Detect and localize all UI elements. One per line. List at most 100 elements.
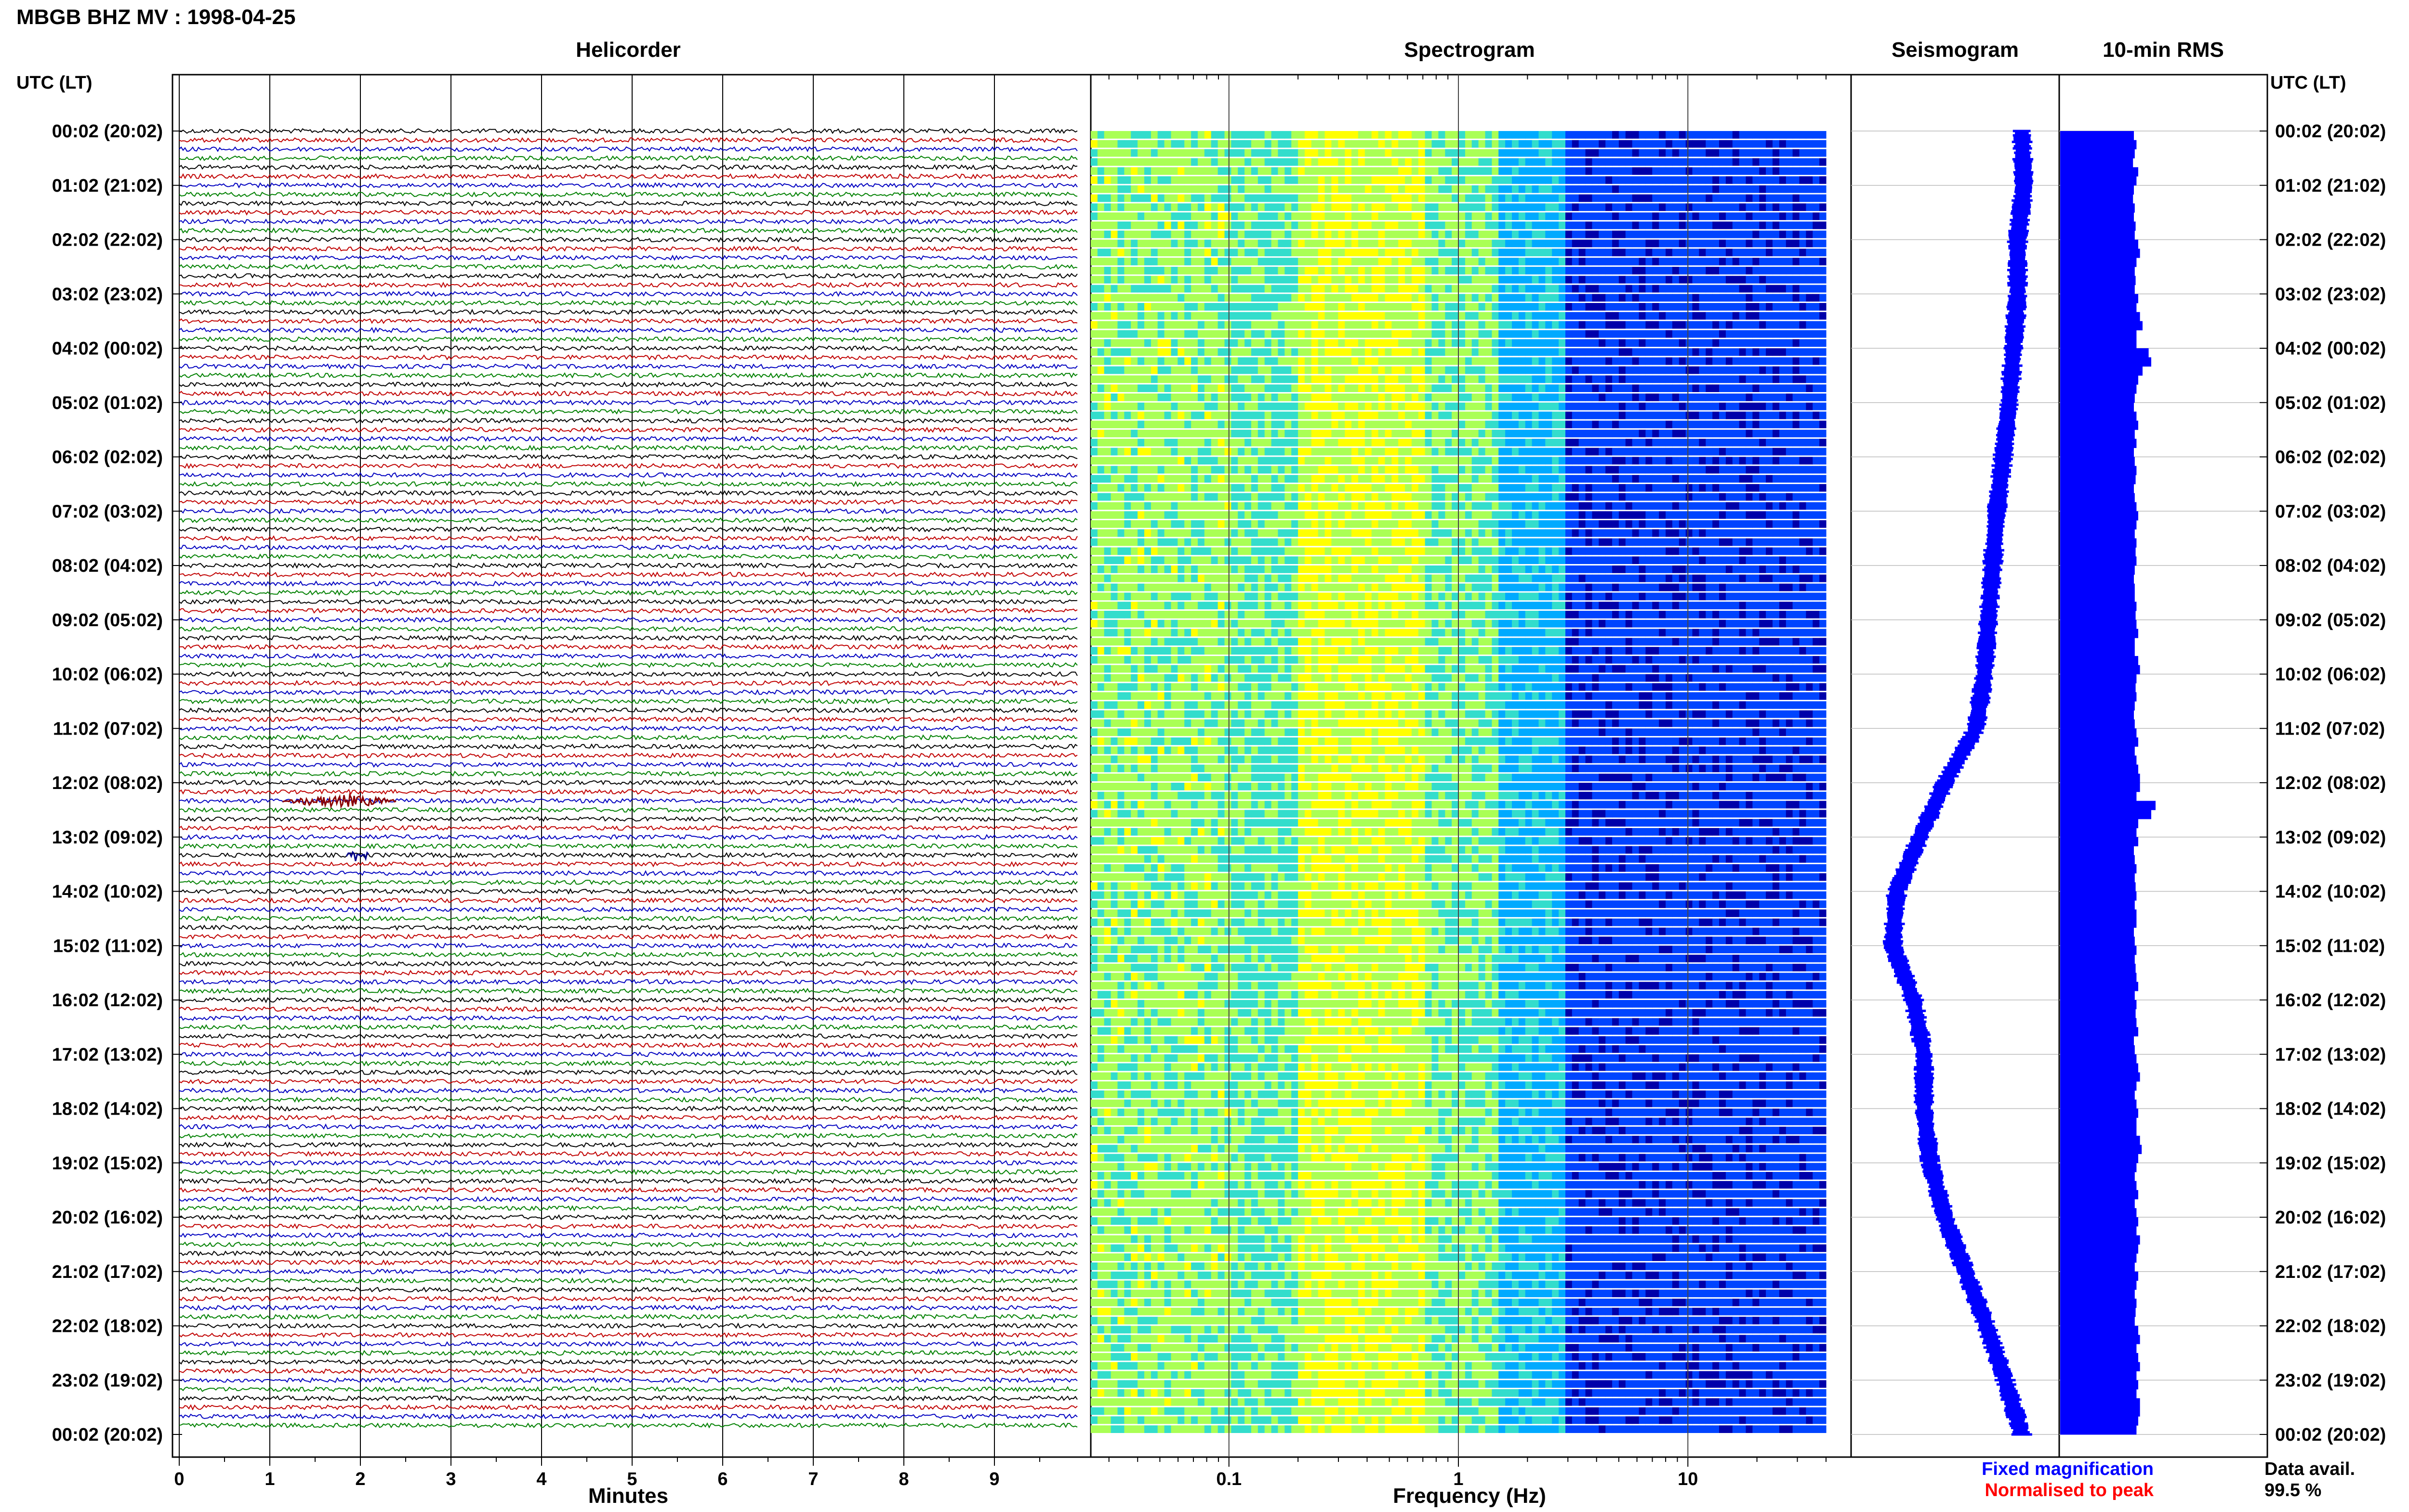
spectrogram-cell: [1458, 457, 1466, 465]
spectrogram-cell: [1465, 176, 1472, 184]
spectrogram-cell: [1605, 258, 1613, 265]
spectrogram-cell: [1318, 158, 1325, 166]
spectrogram-cell: [1131, 266, 1138, 275]
spectrogram-cell: [1532, 384, 1539, 392]
spectrogram-cell: [1719, 149, 1726, 157]
helicorder-trace: [179, 815, 1078, 822]
spectrogram-cell: [1211, 511, 1218, 519]
spectrogram-cell: [1471, 140, 1479, 148]
spectrogram-cell: [1592, 212, 1599, 220]
spectrogram-cell: [1545, 493, 1552, 501]
spectrogram-cell: [1398, 339, 1405, 347]
spectrogram-cell: [1338, 484, 1345, 492]
spectrogram-cell: [1719, 321, 1726, 329]
spectrogram-cell: [1144, 384, 1152, 392]
spectrogram-cell: [1338, 430, 1345, 437]
spectrogram-cell: [1799, 185, 1806, 193]
spectrogram-cell: [1438, 185, 1445, 193]
spectrogram-cell: [1525, 466, 1533, 474]
spectrogram-cell: [1786, 493, 1793, 501]
spectrogram-cell: [1425, 493, 1432, 501]
spectrogram-cell: [1706, 140, 1713, 148]
spectrogram-cell: [1204, 411, 1212, 420]
spectrogram-cell: [1345, 312, 1352, 320]
spectrogram-cell: [1371, 447, 1379, 456]
spectrogram-cell: [1471, 239, 1479, 248]
spectrogram-cell: [1806, 294, 1813, 302]
spectrogram-cell: [1485, 438, 1492, 447]
spectrogram-cell: [1498, 520, 1506, 528]
spectrogram-cell: [1284, 212, 1292, 220]
spectrogram-cell: [1445, 249, 1452, 257]
spectrogram-cell: [1391, 239, 1399, 248]
spectrogram-cell: [1632, 294, 1640, 302]
spectrogram-cell: [1732, 411, 1740, 420]
spectrogram-cell: [1425, 185, 1432, 193]
spectrogram-cell: [1773, 258, 1780, 265]
spectrogram-cell: [1358, 457, 1365, 465]
spectrogram-cell: [1151, 131, 1158, 139]
spectrogram-cell: [1184, 212, 1191, 220]
spectrogram-cell: [1699, 466, 1706, 474]
spectrogram-cell: [1565, 466, 1573, 474]
spectrogram-cell: [1485, 294, 1492, 302]
spectrogram-cell: [1452, 330, 1459, 338]
spectrogram-cell: [1418, 194, 1426, 202]
spectrogram-cell: [1331, 167, 1338, 175]
spectrogram-cell: [1385, 430, 1392, 437]
spectrogram-cell: [1178, 348, 1185, 356]
spectrogram-cell: [1766, 493, 1773, 501]
spectrogram-cell: [1091, 176, 1098, 184]
spectrogram-cell: [1732, 348, 1740, 356]
spectrogram-cell: [1712, 421, 1720, 429]
spectrogram-cell: [1445, 457, 1452, 465]
spectrogram-cell: [1104, 194, 1112, 202]
spectrogram-cell: [1525, 249, 1533, 257]
spectrogram-cell: [1706, 502, 1713, 510]
spectrogram-cell: [1351, 276, 1359, 284]
spectrogram-cell: [1351, 475, 1359, 483]
spectrogram-cell: [1666, 421, 1673, 429]
spectrogram-cell: [1411, 312, 1419, 320]
spectrogram-cell: [1304, 366, 1312, 374]
spectrogram-cell: [1218, 366, 1225, 374]
spectrogram-cell: [1632, 447, 1640, 456]
spectrogram-cell: [1618, 484, 1626, 492]
spectrogram-cell: [1204, 457, 1212, 465]
spectrogram-cell: [1612, 357, 1619, 365]
helicorder-trace: [179, 1187, 1078, 1194]
spectrogram-cell: [1612, 230, 1619, 238]
spectrogram-cell: [1171, 411, 1178, 420]
spectrogram-cell: [1291, 249, 1298, 257]
spectrogram-cell: [1666, 131, 1673, 139]
spectrogram-cell: [1572, 394, 1579, 401]
spectrogram-cell: [1592, 447, 1599, 456]
spectrogram-cell: [1692, 212, 1699, 220]
spectrogram-cell: [1304, 447, 1312, 456]
spectrogram-cell: [1218, 285, 1225, 293]
helicorder-trace: [179, 263, 1078, 270]
spectrogram-cell: [1813, 511, 1820, 519]
spectrogram-cell: [1345, 402, 1352, 410]
spectrogram-cell: [1298, 339, 1305, 347]
spectrogram-cell: [1418, 375, 1426, 383]
spectrogram-cell: [1498, 276, 1506, 284]
spectrogram-cell: [1525, 511, 1533, 519]
spectrogram-cell: [1304, 312, 1312, 320]
spectrogram-cell: [1625, 239, 1633, 248]
helicorder-trace: [179, 372, 1078, 379]
spectrogram-cell: [1111, 457, 1118, 465]
spectrogram-cell: [1251, 239, 1258, 248]
spectrogram-cell: [1732, 285, 1740, 293]
spectrogram-cell: [1311, 438, 1319, 447]
spectrogram-cell: [1578, 520, 1586, 528]
spectrogram-cell: [1452, 384, 1459, 392]
spectrogram-cell: [1632, 167, 1640, 175]
spectrogram-cell: [1111, 339, 1118, 347]
spectrogram-cell: [1131, 131, 1138, 139]
spectrogram-cell: [1712, 149, 1720, 157]
spectrogram-cell: [1752, 230, 1760, 238]
spectrogram-cell: [1525, 330, 1533, 338]
spectrogram-cell: [1411, 321, 1419, 329]
spectrogram-cell: [1792, 366, 1800, 374]
